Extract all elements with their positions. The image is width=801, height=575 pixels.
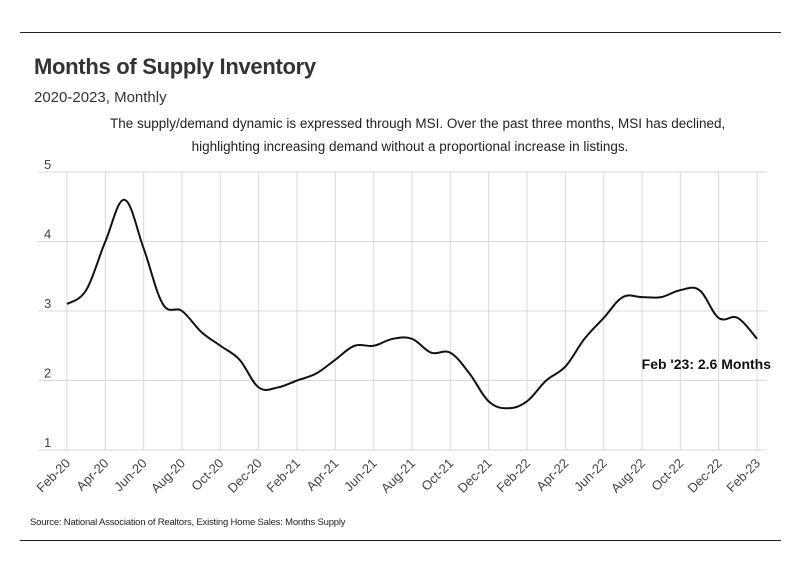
x-tick-label: Aug-20 [148, 456, 188, 496]
y-tick-label: 2 [44, 366, 51, 381]
x-tick-label: Aug-22 [608, 456, 648, 496]
y-tick-label: 1 [44, 435, 51, 450]
x-tick-label: Oct-22 [648, 456, 686, 494]
chart-title: Months of Supply Inventory [34, 54, 316, 79]
y-tick-label: 4 [44, 227, 51, 242]
series-line-months-supply [66, 198, 758, 410]
chart-description-line-1: The supply/demand dynamic is expressed t… [110, 116, 726, 131]
x-tick-label: Dec-20 [225, 456, 265, 496]
source-note: Source: National Association of Realtors… [30, 517, 346, 528]
chart-subtitle: 2020-2023, Monthly [34, 89, 167, 106]
x-tick-label: Oct-20 [188, 456, 226, 494]
x-tick-label: Jun-20 [111, 456, 150, 495]
bottom-rule [20, 540, 781, 541]
x-tick-label: Apr-21 [303, 456, 341, 494]
y-tick-label: 3 [44, 296, 51, 311]
x-tick-label: Apr-22 [533, 456, 571, 494]
x-tick-label: Jun-22 [571, 456, 610, 495]
chart-description-line-2: highlighting increasing demand without a… [191, 139, 629, 154]
x-tick-label: Dec-21 [455, 456, 495, 496]
top-rule [20, 32, 781, 33]
y-tick-label: 5 [44, 157, 51, 172]
x-tick-label: Feb-22 [493, 456, 533, 496]
x-tick-label: Feb-21 [263, 456, 303, 496]
x-tick-label: Dec-22 [685, 456, 725, 496]
x-tick-label: Feb-20 [33, 456, 73, 496]
x-tick-label: Oct-21 [418, 456, 456, 494]
x-tick-label: Apr-20 [73, 456, 111, 494]
x-tick-label: Feb-23 [723, 456, 763, 496]
annotation-label: Feb '23: 2.6 Months [642, 356, 772, 372]
x-tick-label: Jun-21 [341, 456, 380, 495]
x-tick-label: Aug-21 [378, 456, 418, 496]
